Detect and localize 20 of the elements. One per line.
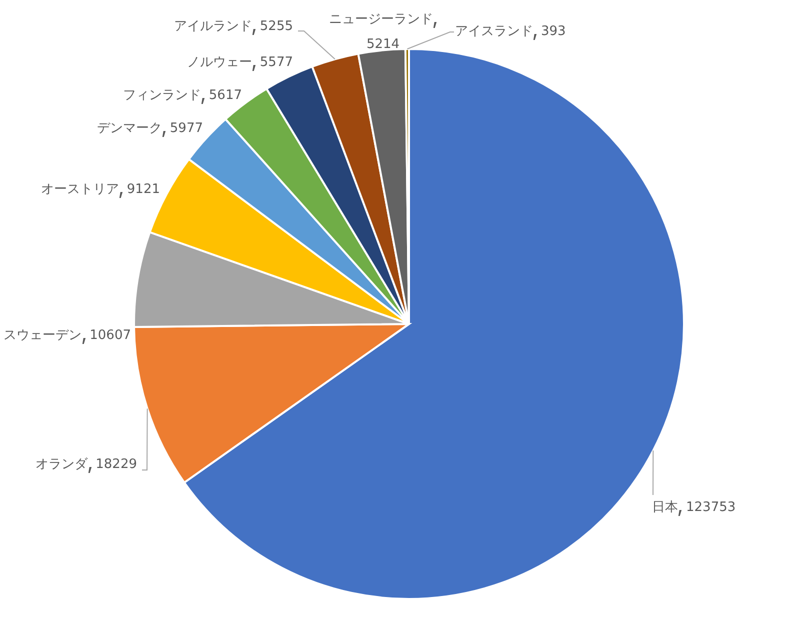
data-label: 9121 [126, 181, 160, 199]
slice-label: フィンランド [122, 87, 201, 105]
data-label: 18229 [96, 456, 137, 474]
slice-label: ノルウェー [186, 54, 252, 72]
slice-label: デンマーク [96, 120, 162, 138]
data-label: 5214 [366, 36, 400, 54]
slice-label: オーストリア [40, 181, 119, 199]
data-label: 10607 [90, 327, 131, 345]
data-label: 123753 [686, 499, 736, 517]
data-label: 5977 [170, 120, 203, 138]
slice-label: スウェーデン [4, 327, 82, 345]
data-label: 5577 [260, 54, 293, 72]
slice-label: 日本 [652, 499, 678, 517]
data-label: 5617 [208, 87, 242, 105]
data-label: 5255 [260, 18, 293, 36]
slice-label: オランダ [36, 456, 88, 474]
legend-label: ニュージーランド [329, 11, 433, 29]
slice-label: アイスランド [455, 23, 533, 41]
data-label: 393 [541, 23, 566, 41]
slice-label: アイルランド [174, 18, 252, 36]
